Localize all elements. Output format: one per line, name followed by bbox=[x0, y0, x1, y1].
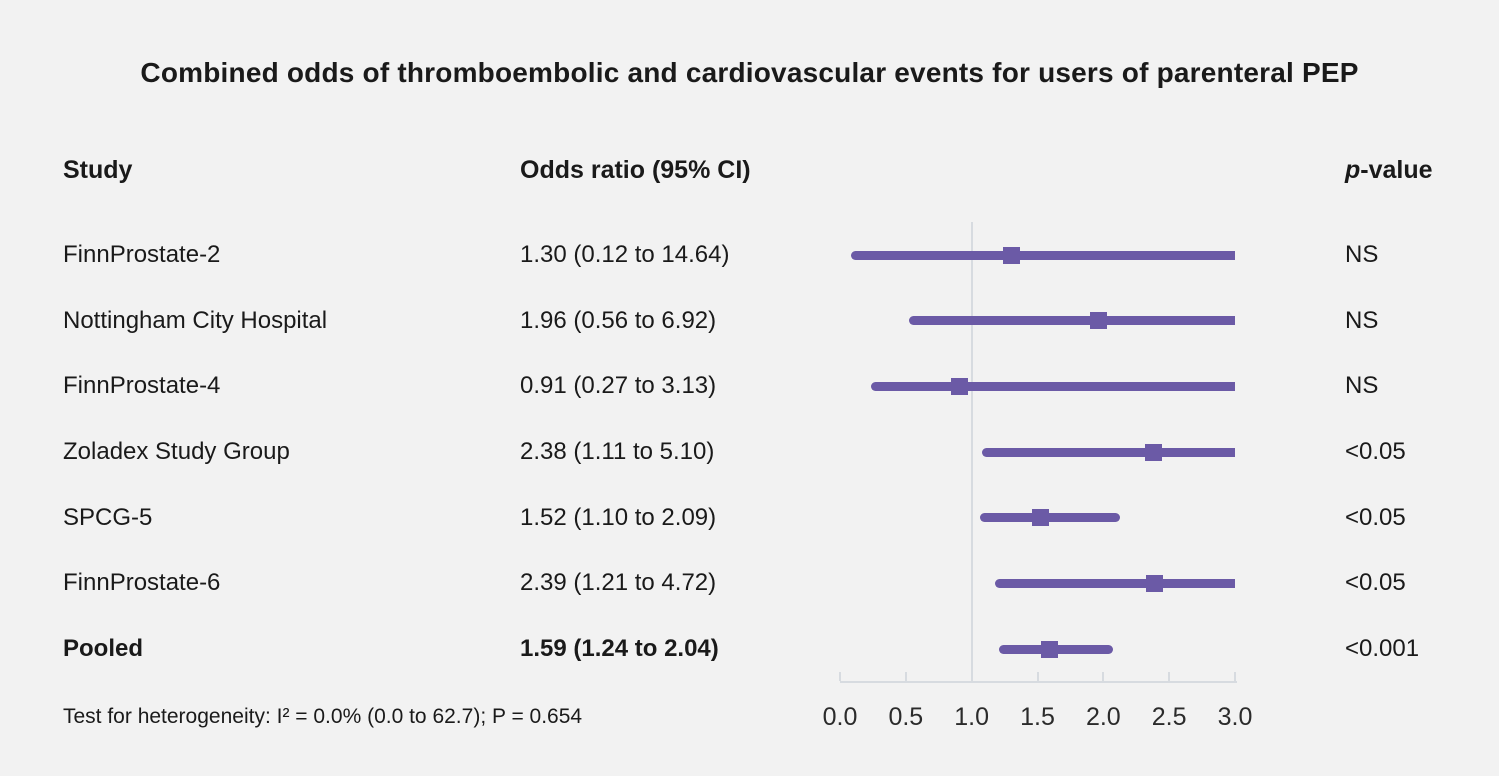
x-axis-tick-label: 0.5 bbox=[888, 703, 924, 731]
or-ci-label: 0.91 (0.27 to 3.13) bbox=[520, 372, 717, 400]
ci-line bbox=[980, 513, 1120, 523]
study-label: SPCG-5 bbox=[63, 503, 153, 531]
ci-line bbox=[851, 250, 1235, 260]
x-axis-tick bbox=[839, 672, 841, 681]
x-axis-tick bbox=[1102, 672, 1105, 681]
x-axis-tick bbox=[904, 672, 907, 681]
x-axis-tick-label: 1.5 bbox=[1020, 703, 1055, 731]
x-axis-tick-label: 0.0 bbox=[822, 703, 858, 731]
or-marker bbox=[1144, 443, 1162, 461]
column-header-odds-ratio: Odds ratio (95% CI) bbox=[520, 156, 751, 184]
or-ci-label: 1.52 (1.10 to 2.09) bbox=[520, 503, 717, 531]
reference-line bbox=[970, 222, 973, 681]
p-value-label: NS bbox=[1345, 306, 1379, 334]
p-value-label: <0.05 bbox=[1345, 503, 1406, 531]
study-label: FinnProstate-6 bbox=[63, 569, 221, 597]
or-marker bbox=[1031, 509, 1049, 527]
or-ci-label: 2.39 (1.21 to 4.72) bbox=[520, 569, 717, 597]
x-axis-tick-label: 1.0 bbox=[954, 703, 990, 731]
p-value-label: <0.001 bbox=[1345, 635, 1420, 663]
x-axis-tick bbox=[1234, 672, 1236, 681]
p-value-header-p: p bbox=[1345, 156, 1361, 184]
or-ci-label: 2.38 (1.11 to 5.10) bbox=[520, 438, 715, 465]
p-value-label: <0.05 bbox=[1345, 438, 1406, 465]
column-header-p-value: p-value bbox=[1345, 154, 1433, 186]
chart-title: Combined odds of thromboembolic and card… bbox=[140, 57, 1359, 88]
x-axis-line bbox=[840, 681, 1237, 683]
x-axis-tick bbox=[1168, 672, 1171, 681]
p-value-header-rest: -value bbox=[1360, 156, 1433, 184]
or-ci-label: 1.59 (1.24 to 2.04) bbox=[520, 635, 719, 663]
p-value-label: <0.05 bbox=[1345, 569, 1406, 597]
ci-line bbox=[909, 316, 1235, 326]
heterogeneity-note: Test for heterogeneity: I² = 0.0% (0.0 t… bbox=[63, 705, 583, 728]
study-label: Pooled bbox=[63, 635, 144, 663]
ci-line bbox=[981, 447, 1235, 457]
or-marker bbox=[1146, 574, 1164, 592]
p-value-label: NS bbox=[1345, 241, 1379, 268]
x-axis-tick-label: 2.5 bbox=[1151, 703, 1187, 731]
or-marker bbox=[1089, 312, 1107, 330]
ci-line bbox=[994, 578, 1235, 588]
study-label: FinnProstate-2 bbox=[63, 241, 221, 268]
x-axis-tick bbox=[1036, 672, 1039, 681]
or-ci-label: 1.96 (0.56 to 6.92) bbox=[520, 306, 717, 334]
p-value-label: NS bbox=[1345, 372, 1379, 400]
x-axis-tick-label: 2.0 bbox=[1085, 703, 1121, 731]
or-marker bbox=[1040, 640, 1058, 658]
study-label: FinnProstate-4 bbox=[63, 372, 221, 400]
or-marker bbox=[1002, 246, 1020, 264]
x-axis-tick-label: 3.0 bbox=[1217, 703, 1253, 731]
column-header-study: Study bbox=[63, 156, 133, 184]
or-ci-label: 1.30 (0.12 to 14.64) bbox=[520, 241, 730, 268]
x-axis-tick bbox=[970, 672, 973, 681]
ci-line bbox=[871, 381, 1235, 391]
study-label: Zoladex Study Group bbox=[63, 438, 290, 465]
study-label: Nottingham City Hospital bbox=[63, 306, 328, 334]
or-marker bbox=[951, 377, 969, 395]
